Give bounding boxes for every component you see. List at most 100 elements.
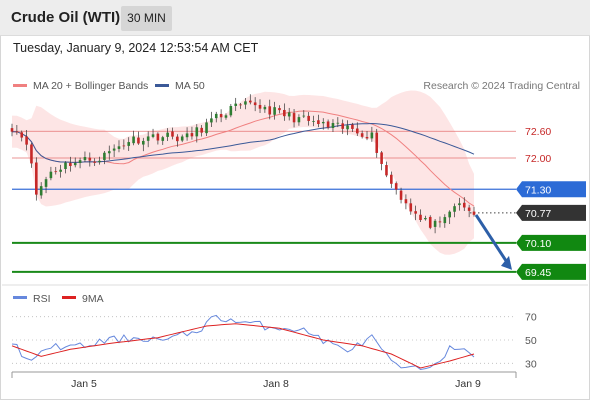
bearish-candle — [20, 132, 24, 138]
bearish-candle — [414, 211, 417, 214]
bullish-candle — [312, 121, 315, 122]
bearish-candle — [171, 131, 174, 137]
bearish-candle — [365, 136, 369, 139]
bearish-candle — [93, 161, 96, 163]
bullish-candle — [39, 186, 43, 196]
x-tick-label: Jan 9 — [455, 378, 481, 390]
bullish-candle — [166, 132, 169, 137]
bullish-candle — [142, 140, 145, 145]
ma50-swatch — [155, 83, 169, 87]
bearish-candle — [176, 136, 179, 142]
bearish-candle — [248, 100, 252, 103]
bearish-candle — [390, 174, 393, 184]
legend-ma20: MA 20 + Bollinger Bands — [13, 80, 148, 92]
bearish-candle — [317, 120, 320, 125]
bearish-candle — [438, 221, 442, 223]
bullish-candle — [263, 106, 267, 110]
bearish-candle — [258, 105, 262, 109]
ma20-swatch — [13, 83, 27, 87]
x-tick-label: Jan 5 — [71, 378, 97, 390]
bullish-candle — [185, 133, 189, 138]
bullish-candle — [49, 171, 53, 179]
bollinger-band — [12, 90, 474, 255]
bullish-candle — [302, 115, 306, 117]
resistance-label: 72.60 — [525, 126, 551, 138]
bearish-candle — [394, 183, 398, 190]
bullish-candle — [107, 151, 111, 154]
bearish-candle — [200, 127, 203, 133]
legend-ma50: MA 50 — [155, 80, 205, 92]
bullish-candle — [336, 122, 340, 124]
rsi-legend-label: RSI — [33, 293, 51, 305]
bullish-candle — [331, 123, 335, 129]
forecast-arrow — [474, 214, 510, 265]
bullish-candle — [224, 115, 228, 118]
support-label: 70.10 — [525, 238, 551, 250]
bearish-candle — [69, 162, 72, 167]
bullish-candle — [453, 206, 456, 212]
rsi-swatch — [13, 296, 27, 299]
rsi-level-label: 70 — [525, 312, 537, 324]
bullish-candle — [103, 152, 106, 160]
last-price-tag — [516, 204, 586, 221]
bearish-candle — [355, 128, 359, 134]
pivot-label: 71.30 — [525, 184, 551, 196]
bullish-candle — [73, 162, 77, 166]
bullish-candle — [244, 101, 247, 105]
bullish-candle — [321, 121, 325, 124]
pivot-tag — [516, 181, 586, 198]
forecast-arrow-head — [501, 255, 512, 270]
bearish-candle — [278, 108, 281, 111]
bearish-candle — [88, 157, 92, 161]
bearish-candle — [35, 162, 38, 195]
bearish-candle — [30, 144, 33, 164]
bullish-candle — [146, 136, 150, 141]
rsi-ma-swatch — [62, 296, 76, 299]
bearish-candle — [404, 199, 408, 204]
bullish-candle — [98, 160, 101, 163]
bearish-candle — [341, 123, 344, 129]
price-panel: 72.60 72.00 71.30 70.77 70.10 69.45 — [2, 90, 588, 286]
ma50-line — [12, 122, 475, 163]
bearish-candle — [380, 152, 383, 164]
bullish-candle — [297, 117, 301, 123]
bullish-candle — [59, 169, 62, 172]
bearish-candle — [283, 109, 286, 117]
bullish-candle — [161, 137, 165, 141]
bearish-candle — [239, 104, 242, 106]
bearish-candle — [375, 132, 379, 153]
timeframe-badge[interactable]: 30 MIN — [121, 6, 172, 31]
x-axis: Jan 5 Jan 8 Jan 9 — [11, 371, 517, 390]
bearish-candle — [409, 203, 413, 212]
bullish-candle — [78, 160, 82, 163]
bullish-candle — [214, 113, 218, 119]
x-tick-label: Jan 8 — [263, 378, 289, 390]
bullish-candle — [234, 103, 238, 106]
bearish-candle — [307, 115, 310, 121]
rsi-panel: RSI 9MA 70 50 30 — [11, 293, 537, 370]
bullish-candle — [433, 220, 437, 227]
bullish-candle — [458, 203, 461, 206]
bullish-candle — [287, 112, 291, 117]
bullish-candle — [83, 157, 87, 161]
bullish-candle — [448, 211, 451, 218]
bullish-candle — [112, 148, 116, 151]
bullish-candle — [44, 179, 48, 187]
bearish-candle — [472, 211, 476, 215]
support-tag — [516, 263, 586, 280]
bearish-candle — [419, 214, 422, 221]
legend-ma50-label: MA 50 — [175, 80, 205, 92]
bearish-candle — [351, 124, 354, 129]
bearish-candle — [190, 133, 194, 137]
bullish-candle — [117, 146, 121, 149]
bearish-candle — [399, 190, 403, 200]
bearish-candle — [122, 145, 126, 147]
bearish-candle — [385, 165, 388, 176]
rsi-level-label: 30 — [525, 358, 537, 370]
bearish-candle — [326, 121, 330, 128]
bullish-candle — [64, 162, 67, 169]
research-credit: Research © 2024 Trading Central — [423, 80, 580, 92]
bearish-candle — [15, 131, 19, 133]
bearish-candle — [54, 171, 58, 173]
